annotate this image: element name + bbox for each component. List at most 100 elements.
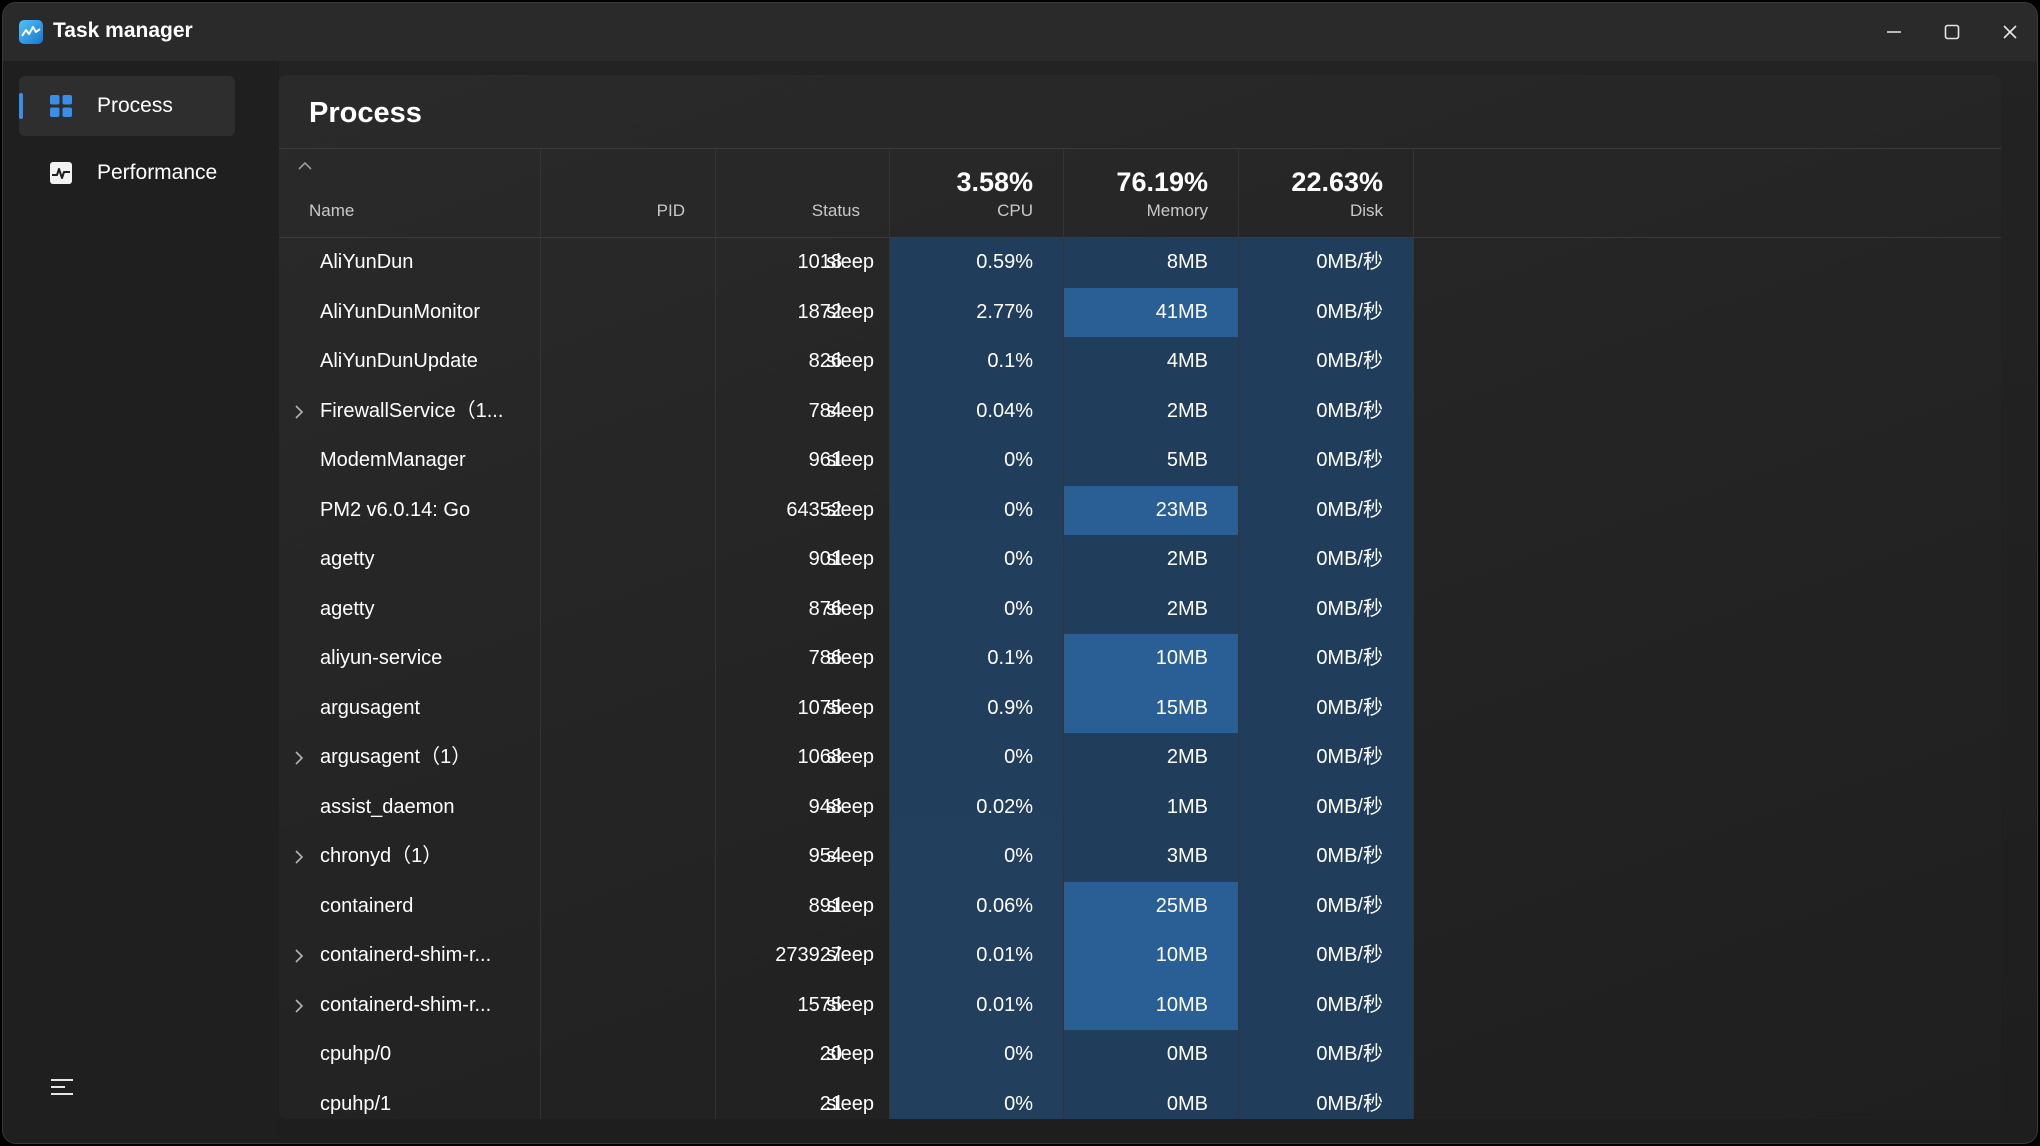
column-header-memory[interactable]: 76.19% Memory bbox=[1064, 149, 1238, 237]
process-cpu: 0.06% bbox=[889, 882, 1063, 932]
column-header-pid[interactable]: PID bbox=[540, 149, 715, 237]
process-status-text: sleep bbox=[826, 251, 874, 273]
process-cpu: 0% bbox=[889, 585, 1063, 635]
process-name: ModemManager bbox=[320, 449, 466, 471]
process-cpu: 2.77% bbox=[889, 288, 1063, 338]
process-cpu: 0.01% bbox=[889, 981, 1063, 1031]
process-cpu-text: 0.1% bbox=[987, 647, 1033, 669]
column-label-pid: PID bbox=[656, 201, 685, 220]
process-name: containerd-shim-r... bbox=[320, 993, 492, 1016]
process-memory: 8MB bbox=[1064, 238, 1238, 288]
process-memory-text: 5MB bbox=[1166, 449, 1208, 471]
table-row[interactable]: AliYunDunUpdate 826 sleep 0.1% 4MB 0MB/秒 bbox=[279, 337, 2001, 387]
process-pid: 20 bbox=[819, 1043, 842, 1065]
process-disk: 0MB/秒 bbox=[1239, 931, 1413, 981]
table-row[interactable]: assist_daemon 948 sleep 0.02% 1MB 0MB/秒 bbox=[279, 783, 2001, 833]
process-memory: 2MB bbox=[1064, 535, 1238, 585]
table-row[interactable]: cpuhp/1 21 sleep 0% 0MB 0MB/秒 bbox=[279, 1080, 2001, 1120]
process-pid: 784 bbox=[808, 399, 842, 422]
process-pid: 273927 bbox=[775, 944, 842, 966]
table-row[interactable]: containerd-shim-r... 273927 sleep 0.01% 10MB… bbox=[279, 931, 2001, 981]
process-cpu-text: 0% bbox=[1004, 597, 1033, 620]
process-disk-text: 0MB/秒 bbox=[1316, 993, 1383, 1016]
process-disk-text: 0MB/秒 bbox=[1316, 399, 1383, 422]
process-disk: 0MB/秒 bbox=[1239, 585, 1413, 635]
table-row[interactable]: chronyd（1） 954 sleep 0% 3MB 0MB/秒 bbox=[279, 832, 2001, 882]
process-cpu-text: 0% bbox=[1004, 746, 1033, 768]
chevron-right-icon[interactable] bbox=[293, 998, 305, 1014]
process-memory: 2MB bbox=[1064, 733, 1238, 783]
process-status-text: sleep bbox=[826, 1092, 874, 1115]
process-disk-text: 0MB/秒 bbox=[1316, 300, 1383, 323]
table-row[interactable]: cpuhp/0 20 sleep 0% 0MB 0MB/秒 bbox=[279, 1030, 2001, 1080]
page-title: Process bbox=[309, 97, 422, 129]
process-status-text: sleep bbox=[826, 894, 874, 917]
process-status-text: sleep bbox=[826, 746, 874, 768]
process-status-text: sleep bbox=[826, 845, 874, 867]
column-header-disk[interactable]: 22.63% Disk bbox=[1239, 149, 1413, 237]
process-cpu-text: 0% bbox=[1004, 548, 1033, 570]
process-cpu: 0.1% bbox=[889, 634, 1063, 684]
process-status-text: sleep bbox=[826, 449, 874, 471]
process-status-text: sleep bbox=[826, 944, 874, 966]
column-header-status[interactable]: Status bbox=[715, 149, 889, 237]
process-pid: 826 bbox=[808, 350, 842, 372]
process-disk: 0MB/秒 bbox=[1239, 1080, 1413, 1120]
process-disk-text: 0MB/秒 bbox=[1316, 746, 1383, 768]
chevron-right-icon[interactable] bbox=[293, 404, 305, 420]
maximize-button[interactable] bbox=[1923, 3, 1981, 61]
process-name: containerd-shim-r... bbox=[320, 944, 492, 966]
table-row[interactable]: argusagent 1075 sleep 0.9% 15MB 0MB/秒 bbox=[279, 683, 2001, 733]
process-pid: 786 bbox=[808, 647, 842, 669]
process-pid: 954 bbox=[808, 845, 842, 867]
process-memory-text: 15MB bbox=[1155, 696, 1208, 719]
table-row[interactable]: AliYunDun 1018 sleep 0.59% 8MB 0MB/秒 bbox=[279, 238, 2001, 288]
sort-ascending-icon[interactable] bbox=[295, 159, 315, 173]
process-cpu-text: 0% bbox=[1004, 449, 1033, 471]
process-memory: 10MB bbox=[1064, 980, 1238, 1030]
chevron-right-icon[interactable] bbox=[293, 750, 305, 766]
column-header-cpu[interactable]: 3.58% CPU bbox=[889, 149, 1063, 237]
table-row[interactable]: AliYunDunMonitor 1872 sleep 2.77% 41MB 0MB/秒 bbox=[279, 287, 2001, 338]
close-button[interactable] bbox=[1981, 3, 2037, 61]
table-row[interactable]: aliyun-service 786 sleep 0.1% 10MB 0MB/秒 bbox=[279, 634, 2001, 684]
process-name: agetty bbox=[320, 597, 375, 620]
process-cpu: 0% bbox=[889, 733, 1063, 783]
process-status-text: sleep bbox=[826, 548, 874, 570]
process-name: cpuhp/0 bbox=[320, 1043, 392, 1065]
column-header-name[interactable]: Name bbox=[279, 149, 540, 237]
process-disk: 0MB/秒 bbox=[1239, 832, 1413, 882]
sidebar-item-performance[interactable]: Performance bbox=[19, 143, 235, 203]
table-row[interactable]: containerd-shim-r... 1575 sleep 0.01% 10MB 0M… bbox=[279, 980, 2001, 1031]
process-pid: 1068 bbox=[797, 746, 843, 768]
process-memory: 10MB bbox=[1064, 634, 1238, 684]
process-memory-text: 25MB bbox=[1155, 894, 1208, 917]
table-row[interactable]: FirewallService（1... 784 sleep 0.04% 2MB 0MB/… bbox=[279, 387, 2001, 437]
process-disk-text: 0MB/秒 bbox=[1316, 944, 1383, 966]
process-cpu: 0% bbox=[889, 1030, 1063, 1080]
header-divider bbox=[279, 237, 2001, 238]
sidebar-item-process[interactable]: Process bbox=[19, 76, 235, 136]
column-separator bbox=[1238, 149, 1239, 1119]
process-status-text: sleep bbox=[826, 696, 874, 719]
table-row[interactable]: argusagent（1） 1068 sleep 0% 2MB 0MB/秒 bbox=[279, 733, 2001, 783]
process-name: assist_daemon bbox=[320, 795, 455, 818]
table-row[interactable]: containerd 891 sleep 0.06% 25MB 0MB/秒 bbox=[279, 881, 2001, 932]
table-row[interactable]: ModemManager 961 sleep 0% 5MB 0MB/秒 bbox=[279, 436, 2001, 486]
column-separator bbox=[1413, 149, 1414, 1119]
menu-lines-icon[interactable] bbox=[49, 1076, 75, 1098]
column-label-disk: Disk bbox=[1349, 201, 1383, 220]
process-name: argusagent bbox=[320, 696, 421, 719]
process-memory: 25MB bbox=[1064, 881, 1238, 931]
chevron-right-icon[interactable] bbox=[293, 948, 305, 964]
table-row[interactable]: PM2 v6.0.14: Go 64352 sleep 0% 23MB 0MB/秒 bbox=[279, 485, 2001, 536]
process-grid-icon bbox=[50, 95, 72, 117]
table-row[interactable]: agetty 876 sleep 0% 2MB 0MB/秒 bbox=[279, 585, 2001, 635]
chevron-right-icon[interactable] bbox=[293, 849, 305, 865]
process-cpu: 0% bbox=[889, 486, 1063, 536]
disk-column-bg bbox=[1239, 149, 1413, 1119]
table-row[interactable]: agetty 901 sleep 0% 2MB 0MB/秒 bbox=[279, 535, 2001, 585]
cpu-total-percent: 3.58% bbox=[956, 167, 1033, 197]
minimize-button[interactable] bbox=[1865, 3, 1923, 61]
